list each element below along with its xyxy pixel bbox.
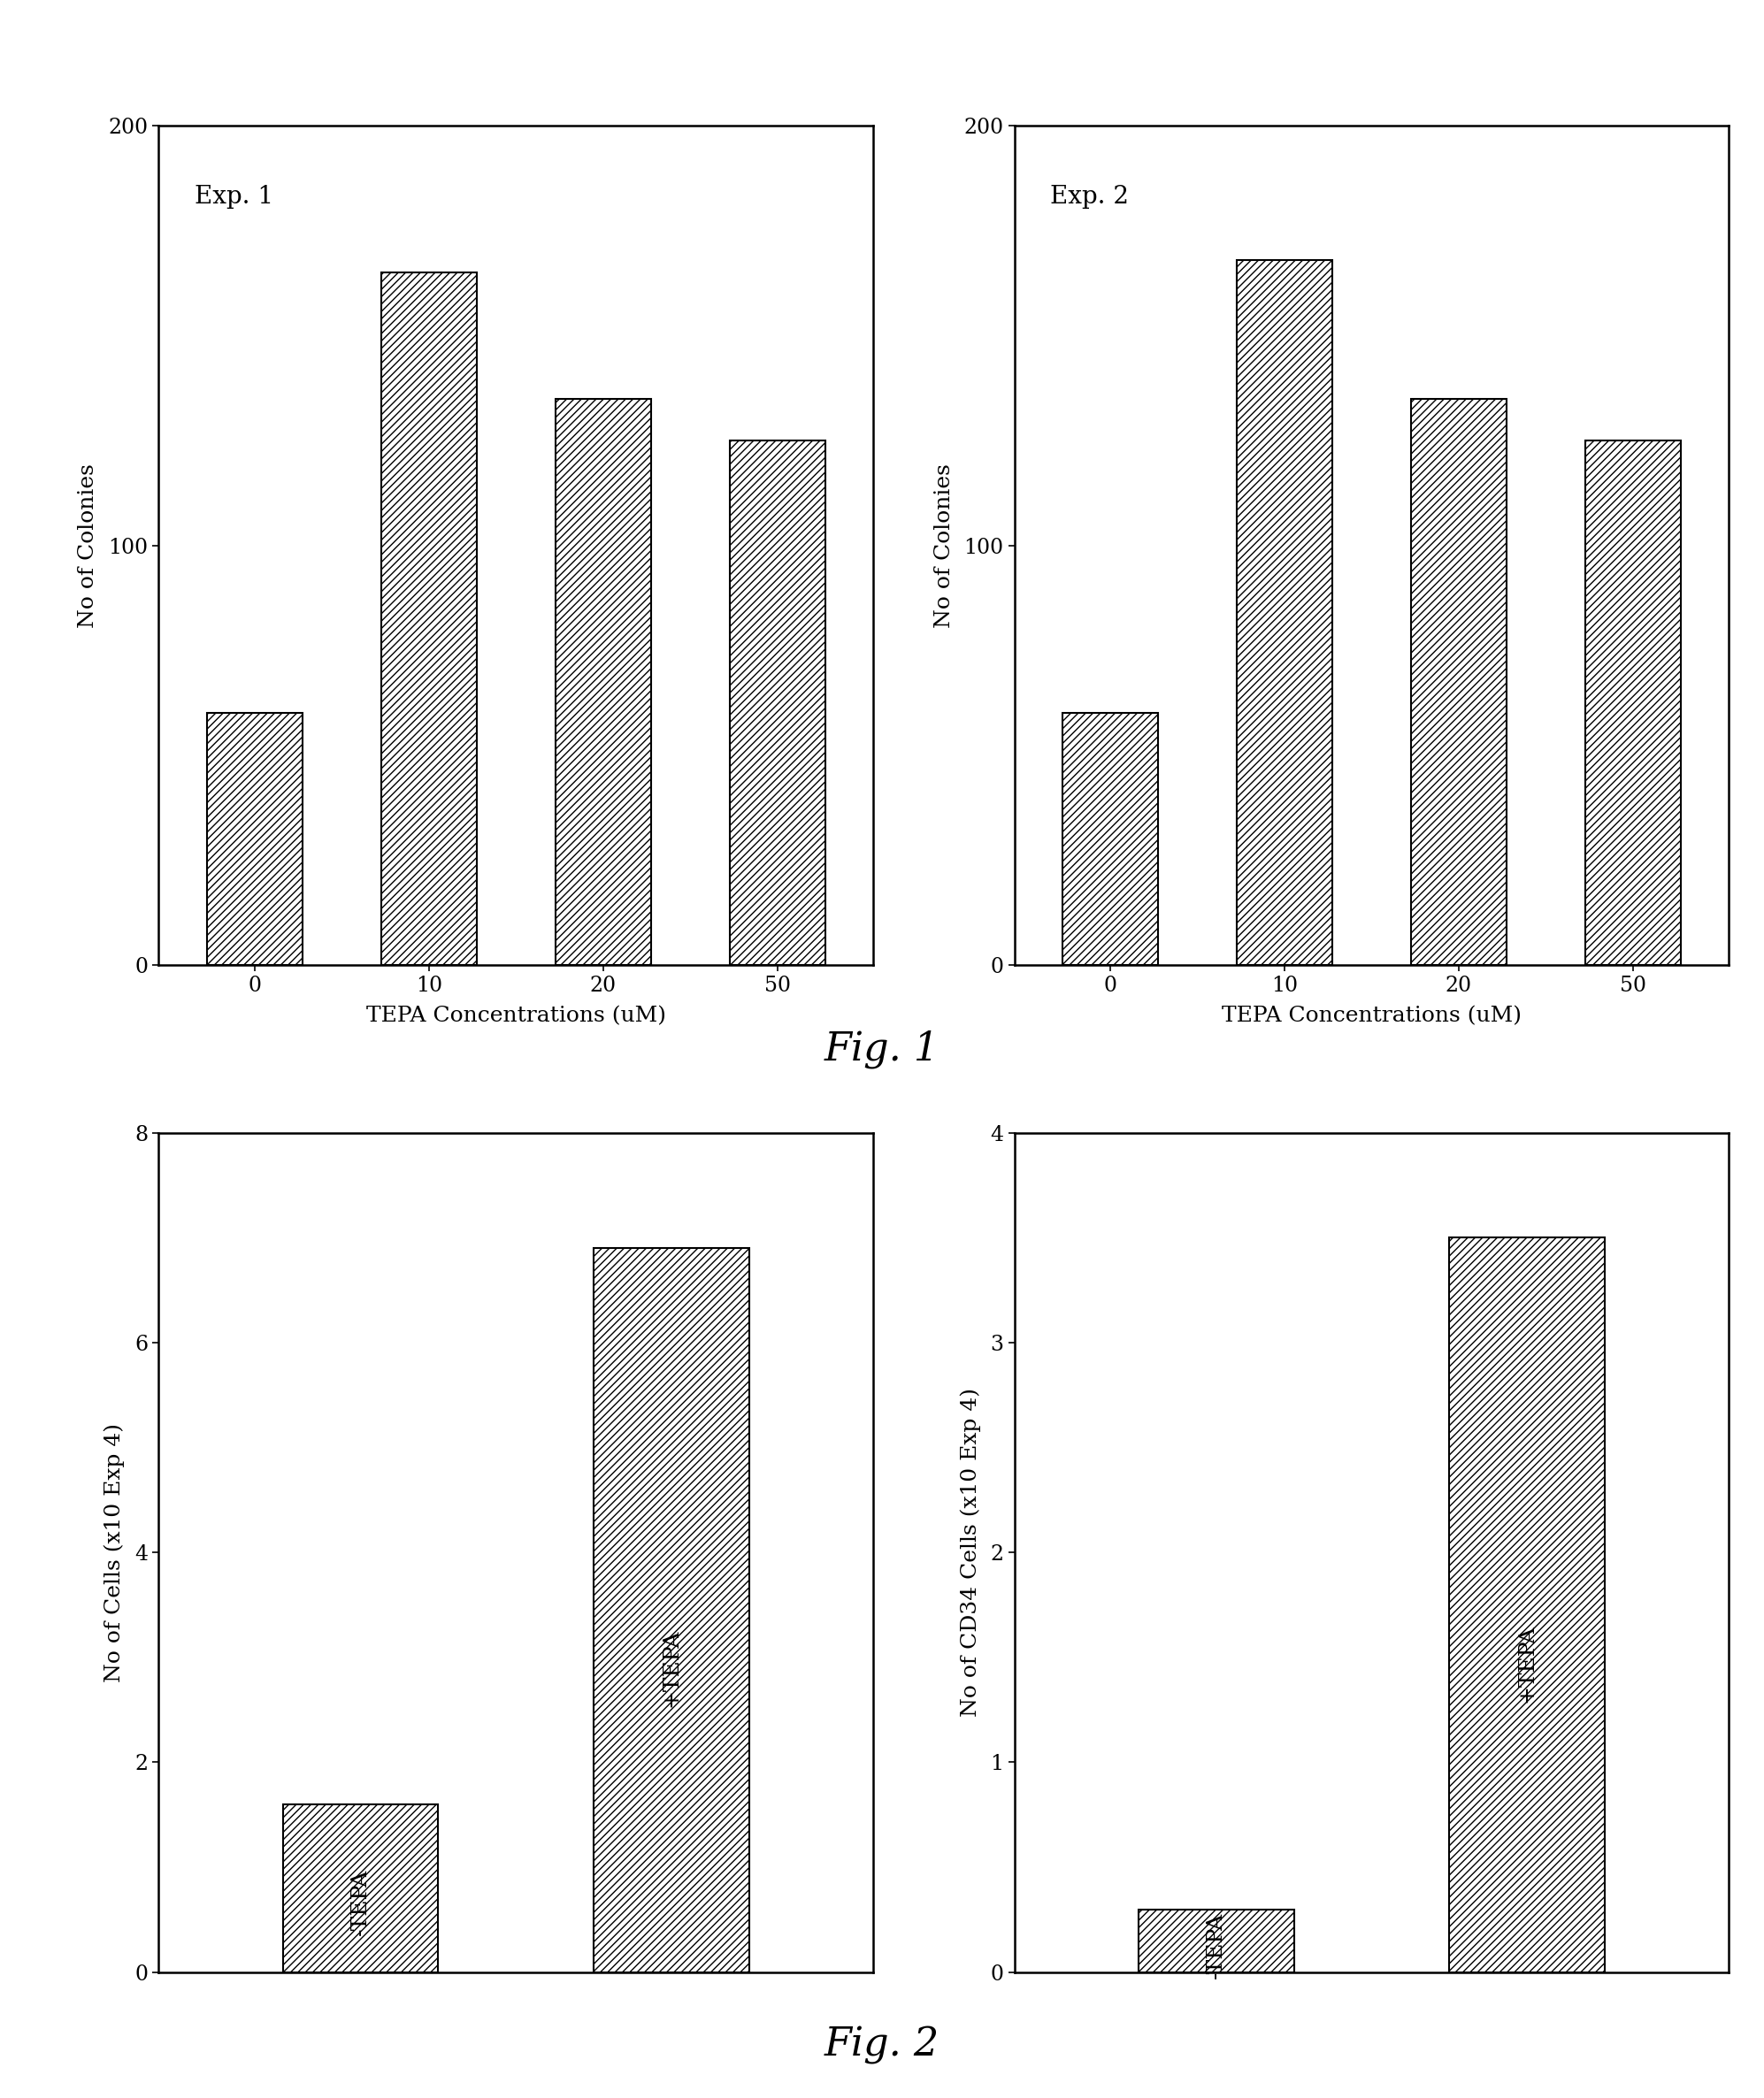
Y-axis label: No of CD34 Cells (x10 Exp 4): No of CD34 Cells (x10 Exp 4): [960, 1389, 981, 1716]
Bar: [381, 273, 476, 965]
Bar: [730, 441, 826, 965]
Bar: [594, 1248, 750, 1972]
Y-axis label: No of Colonies: No of Colonies: [933, 464, 954, 627]
Bar: [1586, 441, 1681, 965]
X-axis label: TEPA Concentrations (uM): TEPA Concentrations (uM): [365, 1005, 667, 1026]
Bar: [1138, 1909, 1293, 1972]
Bar: [1450, 1238, 1605, 1972]
Bar: [556, 399, 651, 965]
Y-axis label: No of Colonies: No of Colonies: [78, 464, 99, 627]
Text: Fig. 1: Fig. 1: [824, 1030, 940, 1068]
Bar: [1237, 260, 1332, 965]
Text: -TEPA: -TEPA: [351, 1869, 370, 1934]
Text: -TEPA: -TEPA: [1207, 1913, 1226, 1978]
Y-axis label: No of Cells (x10 Exp 4): No of Cells (x10 Exp 4): [104, 1422, 125, 1683]
Text: Exp. 1: Exp. 1: [194, 185, 273, 208]
Text: Fig. 2: Fig. 2: [824, 2027, 940, 2064]
Text: Exp. 2: Exp. 2: [1050, 185, 1129, 208]
X-axis label: TEPA Concentrations (uM): TEPA Concentrations (uM): [1221, 1005, 1522, 1026]
Bar: [206, 713, 302, 965]
Bar: [1062, 713, 1157, 965]
Text: +TEPA: +TEPA: [1517, 1624, 1536, 1704]
Bar: [1411, 399, 1506, 965]
Text: +TEPA: +TEPA: [662, 1628, 681, 1708]
Bar: [282, 1804, 437, 1972]
